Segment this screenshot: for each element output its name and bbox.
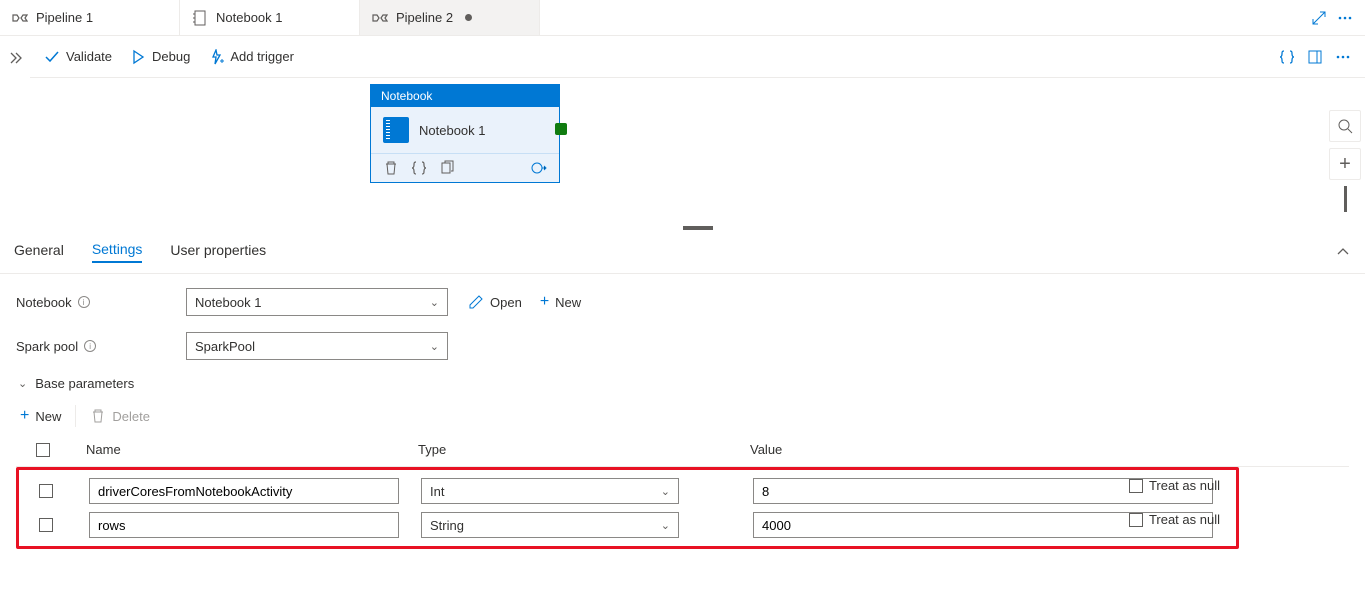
- select-all-checkbox[interactable]: [36, 443, 50, 457]
- col-value-header: Value: [750, 442, 1349, 457]
- treat-as-null-label: Treat as null: [1149, 512, 1220, 527]
- collapse-icon[interactable]: [1335, 244, 1351, 260]
- tab-user-properties[interactable]: User properties: [170, 242, 266, 262]
- open-notebook-button[interactable]: Open: [468, 293, 522, 311]
- add-trigger-button[interactable]: Add trigger: [208, 49, 294, 65]
- trigger-icon: [208, 49, 224, 65]
- code-braces-icon[interactable]: [411, 160, 427, 176]
- check-icon: [44, 49, 60, 65]
- notebook-select[interactable]: Notebook 1 ⌄: [186, 288, 448, 316]
- expand-collapse-nav[interactable]: [0, 36, 30, 230]
- toolbar-item-label: Debug: [152, 49, 190, 64]
- param-name-input[interactable]: [89, 478, 399, 504]
- debug-button[interactable]: Debug: [130, 49, 190, 65]
- more-icon[interactable]: [1337, 10, 1353, 26]
- pipeline-icon: [372, 10, 388, 26]
- notebook-field-label: Notebook i: [16, 295, 186, 310]
- pipeline-toolbar: Validate Debug Add trigger: [30, 36, 1365, 78]
- sparkpool-field-label: Spark pool i: [16, 339, 186, 354]
- toolbar-item-label: Validate: [66, 49, 112, 64]
- delete-icon: [90, 408, 106, 424]
- resize-handle[interactable]: [683, 226, 713, 230]
- tab-settings[interactable]: Settings: [92, 241, 143, 263]
- delete-icon[interactable]: [383, 160, 399, 176]
- validate-button[interactable]: Validate: [44, 49, 112, 65]
- pipeline-canvas[interactable]: Notebook Notebook 1: [30, 78, 1365, 230]
- notebook-activity[interactable]: Notebook Notebook 1: [370, 84, 560, 183]
- code-braces-icon[interactable]: [1279, 49, 1295, 65]
- info-icon[interactable]: i: [84, 340, 96, 352]
- table-header-row: Name Type Value: [16, 433, 1349, 467]
- chevron-down-icon: ⌄: [430, 296, 439, 309]
- more-icon[interactable]: [1335, 49, 1351, 65]
- select-value: SparkPool: [195, 339, 255, 354]
- document-tab-bar: Pipeline 1 Notebook 1 Pipeline 2: [0, 0, 1365, 36]
- treat-as-null-label: Treat as null: [1149, 478, 1220, 493]
- notebook-icon: [192, 10, 208, 26]
- info-icon[interactable]: i: [78, 296, 90, 308]
- param-type-select[interactable]: String⌄: [421, 512, 679, 538]
- notebook-icon: [383, 117, 409, 143]
- tab-label: Pipeline 1: [36, 10, 93, 25]
- new-notebook-button[interactable]: + New: [540, 293, 581, 311]
- new-param-button[interactable]: + New: [20, 407, 61, 425]
- tab-label: Notebook 1: [216, 10, 283, 25]
- treat-as-null-checkbox[interactable]: [1129, 479, 1143, 493]
- tab-notebook-1[interactable]: Notebook 1: [180, 0, 360, 35]
- base-parameters-expander[interactable]: ⌄ Base parameters: [18, 376, 1349, 391]
- expand-icon[interactable]: [1311, 10, 1327, 26]
- tab-pipeline-1[interactable]: Pipeline 1: [0, 0, 180, 35]
- zoom-slider[interactable]: [1344, 186, 1347, 212]
- search-button[interactable]: [1329, 110, 1361, 142]
- select-value: Notebook 1: [195, 295, 262, 310]
- table-row: Int⌄: [19, 474, 1213, 508]
- chevron-down-icon: ⌄: [661, 519, 670, 532]
- param-name-input[interactable]: [89, 512, 399, 538]
- highlighted-params: Int⌄ Treat as null String⌄ Treat as: [16, 467, 1239, 549]
- plus-icon: +: [540, 293, 549, 311]
- pipeline-icon: [12, 10, 28, 26]
- chevron-down-icon: ⌄: [18, 377, 27, 390]
- row-checkbox[interactable]: [39, 484, 53, 498]
- sparkpool-select[interactable]: SparkPool ⌄: [186, 332, 448, 360]
- col-type-header: Type: [418, 442, 750, 457]
- chevron-down-icon: ⌄: [661, 485, 670, 498]
- dirty-indicator-icon: [465, 14, 472, 21]
- treat-as-null-checkbox[interactable]: [1129, 513, 1143, 527]
- activity-title: Notebook 1: [419, 123, 486, 138]
- search-icon: [1337, 118, 1353, 134]
- canvas-tool-rail: +: [1329, 110, 1361, 212]
- col-name-header: Name: [86, 442, 418, 457]
- activity-type-label: Notebook: [371, 85, 559, 107]
- chevron-right-double-icon: [7, 50, 23, 66]
- tab-label: Pipeline 2: [396, 10, 453, 25]
- parameter-toolbar: + New Delete: [16, 405, 1349, 427]
- properties-icon[interactable]: [1307, 49, 1323, 65]
- settings-form: Notebook i Notebook 1 ⌄ Open + New Spark…: [0, 274, 1365, 557]
- deactivate-icon[interactable]: [531, 160, 547, 176]
- tab-general[interactable]: General: [14, 242, 64, 262]
- param-type-select[interactable]: Int⌄: [421, 478, 679, 504]
- row-checkbox[interactable]: [39, 518, 53, 532]
- copy-icon[interactable]: [439, 160, 455, 176]
- plus-icon: +: [20, 407, 29, 425]
- parameters-table: Name Type Value Int⌄ Treat as null: [16, 433, 1349, 549]
- delete-param-button: Delete: [90, 408, 150, 424]
- play-icon: [130, 49, 146, 65]
- chevron-down-icon: ⌄: [430, 340, 439, 353]
- toolbar-item-label: Add trigger: [230, 49, 294, 64]
- edit-icon: [468, 294, 484, 310]
- zoom-in-button[interactable]: +: [1329, 148, 1361, 180]
- table-row: String⌄: [19, 508, 1213, 542]
- success-connector[interactable]: [555, 123, 567, 135]
- properties-tab-bar: General Settings User properties: [0, 230, 1365, 274]
- tab-pipeline-2[interactable]: Pipeline 2: [360, 0, 540, 35]
